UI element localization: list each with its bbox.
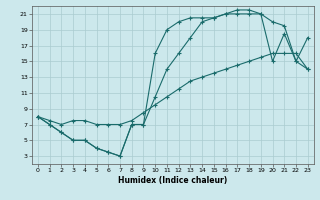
X-axis label: Humidex (Indice chaleur): Humidex (Indice chaleur) — [118, 176, 228, 185]
